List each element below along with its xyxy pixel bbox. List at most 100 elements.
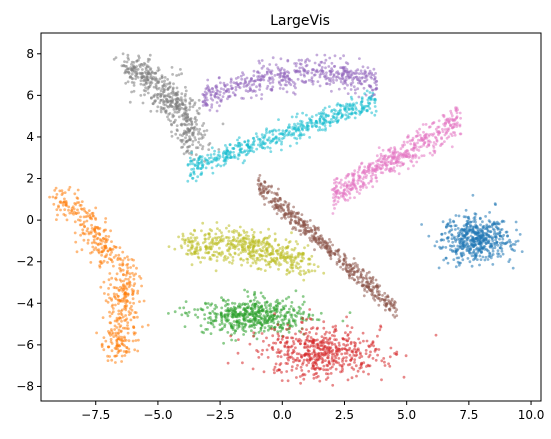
data-point bbox=[59, 208, 62, 212]
data-point bbox=[305, 363, 309, 367]
data-point bbox=[242, 333, 246, 336]
data-point bbox=[220, 296, 223, 299]
data-point bbox=[262, 322, 266, 325]
data-point bbox=[419, 136, 423, 140]
data-point bbox=[191, 105, 195, 109]
data-point bbox=[233, 93, 237, 97]
data-point bbox=[400, 152, 404, 156]
data-point bbox=[491, 249, 495, 253]
data-point bbox=[261, 295, 265, 298]
data-point bbox=[195, 245, 199, 249]
data-point bbox=[55, 218, 58, 222]
data-point bbox=[302, 310, 306, 314]
data-point bbox=[170, 96, 174, 99]
data-point bbox=[203, 317, 207, 321]
data-point bbox=[316, 326, 319, 330]
data-point bbox=[337, 87, 341, 91]
data-point bbox=[258, 88, 261, 91]
data-point bbox=[104, 240, 107, 244]
data-point bbox=[491, 247, 495, 250]
data-point bbox=[186, 314, 190, 318]
data-point bbox=[196, 166, 199, 170]
data-point bbox=[488, 251, 492, 255]
data-point bbox=[213, 307, 217, 311]
data-point bbox=[383, 360, 386, 364]
data-point bbox=[447, 135, 451, 139]
data-point bbox=[144, 86, 148, 90]
data-point bbox=[279, 341, 282, 344]
data-point bbox=[175, 124, 179, 127]
data-point bbox=[106, 249, 110, 253]
data-point bbox=[375, 159, 378, 163]
data-point bbox=[279, 311, 282, 314]
data-point bbox=[60, 201, 63, 205]
data-point bbox=[83, 209, 87, 213]
data-point bbox=[227, 230, 231, 233]
data-point bbox=[349, 88, 353, 91]
data-point bbox=[186, 252, 190, 256]
data-point bbox=[287, 321, 291, 324]
data-point bbox=[471, 237, 475, 241]
data-point bbox=[432, 146, 436, 149]
cluster-7 bbox=[112, 52, 225, 163]
data-point bbox=[74, 212, 78, 216]
data-point bbox=[287, 330, 291, 334]
data-point bbox=[347, 337, 351, 340]
data-point bbox=[482, 238, 486, 242]
data-point bbox=[120, 319, 123, 323]
data-point bbox=[331, 383, 335, 387]
data-point bbox=[200, 133, 204, 137]
data-point bbox=[281, 326, 284, 330]
data-point bbox=[241, 314, 245, 318]
data-point bbox=[323, 53, 327, 57]
data-point bbox=[323, 332, 327, 336]
data-point bbox=[243, 319, 246, 322]
data-point bbox=[421, 123, 425, 126]
data-point bbox=[204, 237, 208, 241]
data-point bbox=[122, 279, 125, 283]
data-point bbox=[404, 354, 408, 358]
data-point bbox=[485, 248, 489, 252]
data-point bbox=[119, 279, 123, 283]
data-point bbox=[306, 349, 310, 353]
data-point bbox=[273, 232, 277, 236]
data-point bbox=[356, 170, 360, 174]
data-point bbox=[293, 256, 297, 260]
data-point bbox=[212, 250, 216, 254]
data-point bbox=[493, 246, 497, 250]
data-point bbox=[114, 56, 118, 59]
data-point bbox=[244, 84, 248, 88]
data-point bbox=[320, 66, 324, 69]
data-point bbox=[478, 246, 482, 250]
data-point bbox=[158, 77, 162, 81]
data-point bbox=[248, 300, 252, 303]
data-point bbox=[208, 245, 211, 249]
data-point bbox=[159, 89, 163, 93]
data-point bbox=[367, 355, 371, 359]
data-point bbox=[262, 64, 265, 68]
data-point bbox=[374, 347, 378, 351]
data-point bbox=[123, 354, 127, 357]
data-point bbox=[217, 150, 221, 154]
data-point bbox=[324, 74, 328, 77]
data-point bbox=[302, 269, 306, 273]
data-point bbox=[217, 96, 221, 100]
data-point bbox=[317, 237, 321, 241]
data-point bbox=[218, 104, 221, 108]
data-point bbox=[259, 191, 263, 195]
data-point bbox=[389, 160, 393, 164]
data-point bbox=[503, 242, 507, 246]
data-point bbox=[306, 57, 309, 61]
data-point bbox=[237, 247, 241, 251]
data-point bbox=[370, 94, 374, 98]
data-point bbox=[422, 143, 426, 147]
data-point bbox=[313, 237, 316, 241]
data-point bbox=[282, 68, 286, 72]
data-point bbox=[292, 348, 295, 352]
data-point bbox=[306, 346, 309, 349]
data-point bbox=[332, 199, 336, 203]
data-point bbox=[236, 144, 240, 148]
data-point bbox=[311, 326, 315, 330]
data-point bbox=[70, 211, 74, 215]
data-point bbox=[170, 123, 174, 127]
